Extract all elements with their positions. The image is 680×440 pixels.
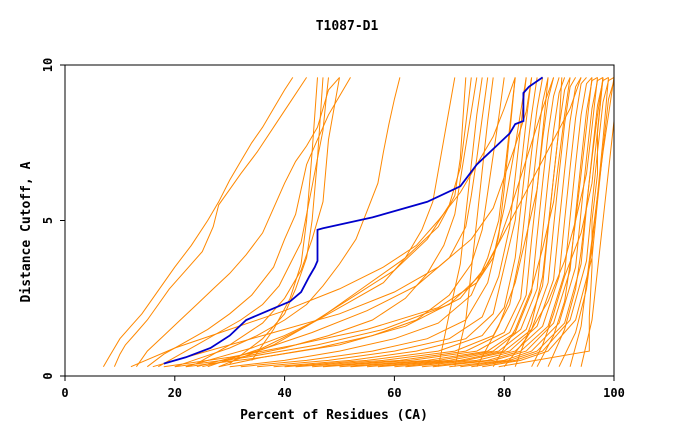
series-line	[185, 77, 582, 368]
series-line	[569, 77, 615, 367]
series-line	[454, 77, 494, 367]
series-line	[284, 77, 538, 368]
series-line	[251, 77, 318, 361]
series-line	[471, 76, 615, 368]
series-line	[135, 77, 340, 367]
series-line	[437, 77, 483, 367]
y-axis-label: Distance Cutoff, A	[19, 161, 34, 302]
series-line	[580, 77, 615, 367]
series-line	[547, 77, 604, 367]
series-line	[421, 77, 593, 368]
series-line	[174, 77, 401, 368]
series-line	[476, 77, 549, 367]
x-tick-label: 20	[168, 386, 182, 400]
x-tick-label: 60	[387, 386, 401, 400]
highlight-series-line	[163, 76, 544, 365]
series-line	[514, 77, 563, 367]
series-line	[207, 77, 472, 368]
series-line	[503, 77, 598, 368]
series-line	[240, 77, 516, 368]
x-tick-label: 40	[277, 386, 291, 400]
y-tick-label: 5	[41, 217, 55, 224]
series-line	[152, 77, 533, 368]
series-line	[482, 77, 615, 368]
x-tick-label: 100	[603, 386, 625, 400]
series-line	[229, 77, 516, 368]
chart-title: T1087-D1	[316, 19, 379, 34]
axis-ticks: 0 20 40 60 80 100 0 5 10	[41, 58, 625, 400]
series-line	[196, 77, 340, 365]
series-line	[196, 77, 489, 368]
series-line	[158, 77, 329, 368]
y-tick-label: 0	[41, 372, 55, 379]
series-line	[350, 77, 566, 368]
x-axis-label: Percent of Residues (CA)	[240, 408, 428, 423]
series-line	[394, 77, 582, 368]
plot-lines	[102, 76, 615, 368]
series-line	[366, 77, 571, 368]
series-line	[405, 77, 587, 368]
series-line	[531, 77, 604, 367]
series-line	[102, 77, 294, 367]
series-line	[295, 77, 544, 368]
series-line	[130, 77, 516, 368]
series-line	[273, 77, 533, 368]
series-line	[218, 77, 467, 368]
x-tick-label: 0	[61, 386, 68, 400]
series-line	[322, 77, 555, 368]
series-line	[257, 77, 527, 368]
series-line	[229, 77, 324, 364]
series-line	[536, 77, 593, 367]
series-line	[146, 77, 351, 368]
x-tick-label: 80	[497, 386, 511, 400]
series-line	[498, 77, 604, 368]
series-line	[113, 77, 308, 367]
y-tick-label: 10	[41, 58, 55, 72]
series-line	[312, 77, 549, 368]
